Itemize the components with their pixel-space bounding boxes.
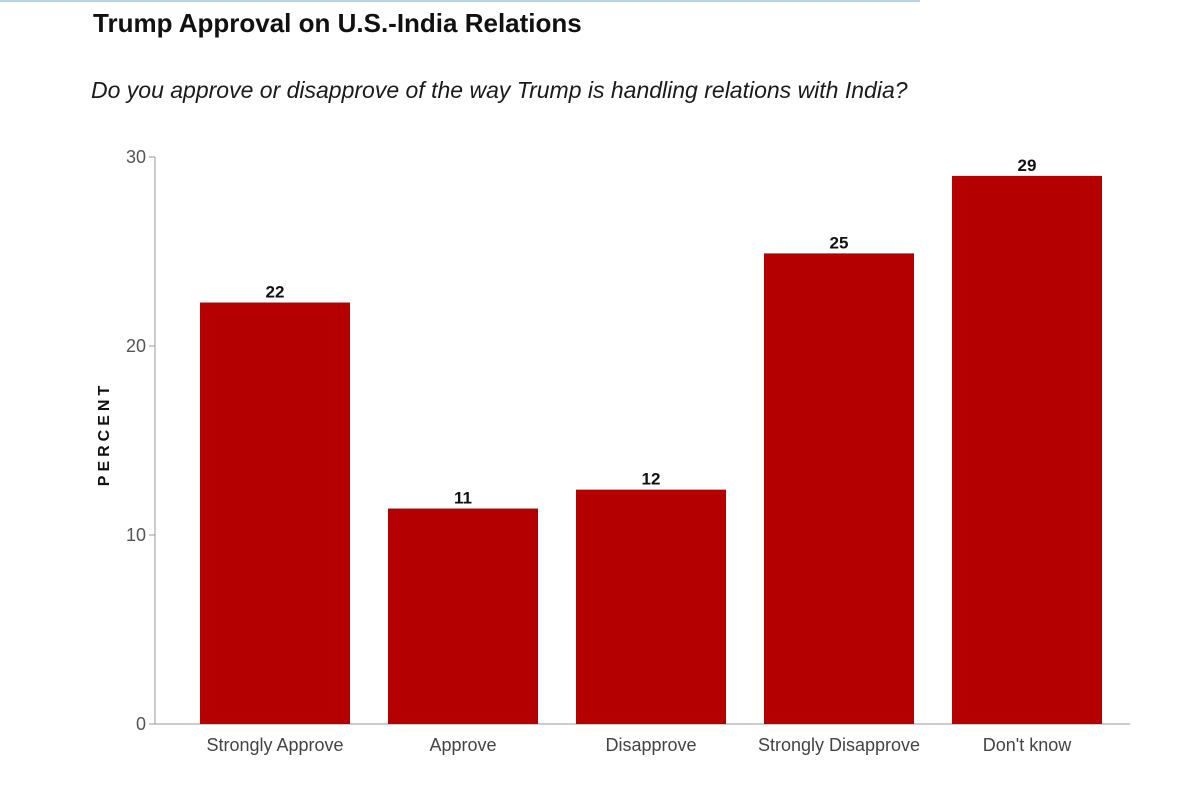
bar-value-label: 11: [454, 489, 472, 508]
x-category-label: Strongly Disapprove: [758, 735, 920, 755]
bar: [764, 253, 914, 724]
x-category-label: Approve: [429, 735, 496, 755]
chart-subtitle: Do you approve or disapprove of the way …: [91, 77, 908, 103]
x-category-label: Strongly Approve: [206, 735, 343, 755]
bar: [952, 175, 1102, 724]
x-category-label: Disapprove: [605, 735, 696, 755]
bar-value-label: 22: [266, 283, 285, 302]
top-rule: [0, 0, 920, 2]
x-category-label: Don't know: [983, 735, 1072, 755]
bar-value-label: 29: [1018, 156, 1037, 175]
y-tick-label: 30: [126, 147, 146, 167]
y-tick-label: 20: [126, 336, 146, 356]
bar-value-label: 25: [830, 233, 849, 252]
y-tick-label: 10: [126, 525, 146, 545]
bar-value-label: 12: [642, 470, 661, 489]
bar: [200, 302, 350, 724]
bar: [388, 508, 538, 724]
y-tick-label: 0: [136, 714, 146, 734]
bar: [576, 489, 726, 724]
chart-title: Trump Approval on U.S.-India Relations: [93, 8, 582, 38]
